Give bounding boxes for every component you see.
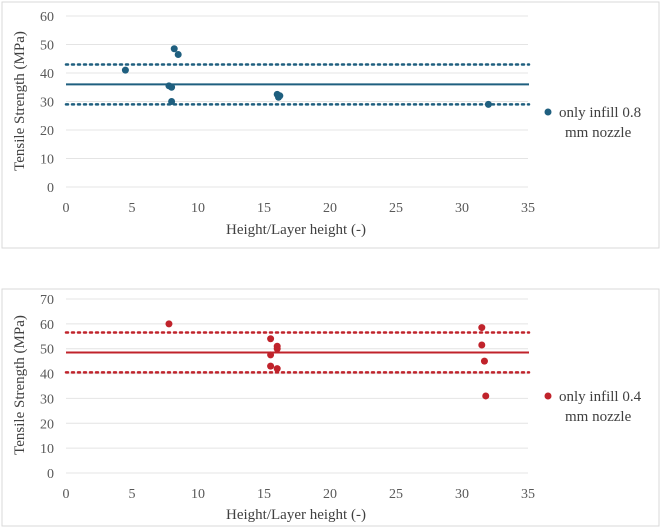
data-point: [267, 362, 275, 370]
y-tick-label: 20: [40, 417, 54, 432]
x-tick-label: 15: [257, 487, 271, 502]
y-tick-label: 30: [40, 96, 54, 111]
x-tick-label: 20: [323, 201, 337, 216]
y-tick-label: 60: [40, 10, 54, 25]
data-point: [267, 335, 275, 343]
chart-panel-bottom: 0 10 20 30 40 50 60 70 0 5 10 15 20 25 30 35 Height/La…: [1, 288, 660, 527]
x-tick-label: 20: [323, 487, 337, 502]
data-point: [478, 324, 486, 332]
data-point: [168, 83, 176, 91]
data-point: [482, 392, 490, 400]
y-tick-label: 0: [47, 467, 54, 482]
x-tick-label: 10: [191, 201, 205, 216]
chart-frame: [1, 1, 660, 249]
data-point: [273, 365, 281, 373]
x-axis-title: Height/Layer height (-): [226, 222, 366, 238]
x-tick-label: 0: [63, 487, 70, 502]
data-point: [267, 351, 275, 359]
x-tick-label: 30: [455, 201, 469, 216]
y-tick-label: 20: [40, 124, 54, 139]
data-point: [480, 357, 488, 365]
x-tick-label: 15: [257, 201, 271, 216]
chart-frame: [1, 288, 660, 527]
chart-panel-top: 0 10 20 30 40 50 60 0 5 10 15 20 25 30 35 Height/Laye…: [1, 1, 660, 249]
y-axis-title: Tensile Strength (MPa): [12, 31, 28, 171]
data-point: [273, 342, 281, 350]
x-tick-label: 10: [191, 487, 205, 502]
data-point: [174, 50, 182, 58]
x-axis-title: Height/Layer height (-): [226, 507, 366, 523]
data-point: [165, 320, 173, 328]
y-tick-label: 10: [40, 442, 54, 457]
y-tick-label: 10: [40, 153, 54, 168]
data-point: [170, 45, 178, 53]
data-point: [484, 100, 492, 108]
x-tick-label: 5: [129, 201, 136, 216]
legend-label-line2: mm nozzle: [565, 125, 632, 141]
x-tick-label: 35: [521, 487, 535, 502]
y-tick-label: 30: [40, 392, 54, 407]
x-tick-label: 25: [389, 201, 403, 216]
y-tick-label: 40: [40, 368, 54, 383]
y-tick-label: 50: [40, 39, 54, 54]
y-tick-label: 40: [40, 67, 54, 82]
data-point: [276, 92, 284, 100]
x-tick-label: 0: [63, 201, 70, 216]
x-tick-label: 5: [129, 487, 136, 502]
x-tick-label: 25: [389, 487, 403, 502]
y-tick-label: 50: [40, 343, 54, 358]
x-tick-label: 35: [521, 201, 535, 216]
y-tick-label: 0: [47, 181, 54, 196]
data-point: [168, 98, 176, 105]
legend-marker: [544, 108, 552, 116]
y-tick-label: 60: [40, 318, 54, 333]
data-point: [121, 66, 129, 74]
legend-label-line2: mm nozzle: [565, 409, 632, 425]
legend-marker: [544, 392, 552, 400]
y-axis-title: Tensile Strength (MPa): [12, 315, 28, 455]
legend-label-line1: only infill 0.4: [559, 389, 642, 405]
data-point: [478, 341, 486, 349]
legend-label-line1: only infill 0.8: [559, 105, 641, 121]
x-tick-label: 30: [455, 487, 469, 502]
y-tick-label: 70: [40, 293, 54, 308]
